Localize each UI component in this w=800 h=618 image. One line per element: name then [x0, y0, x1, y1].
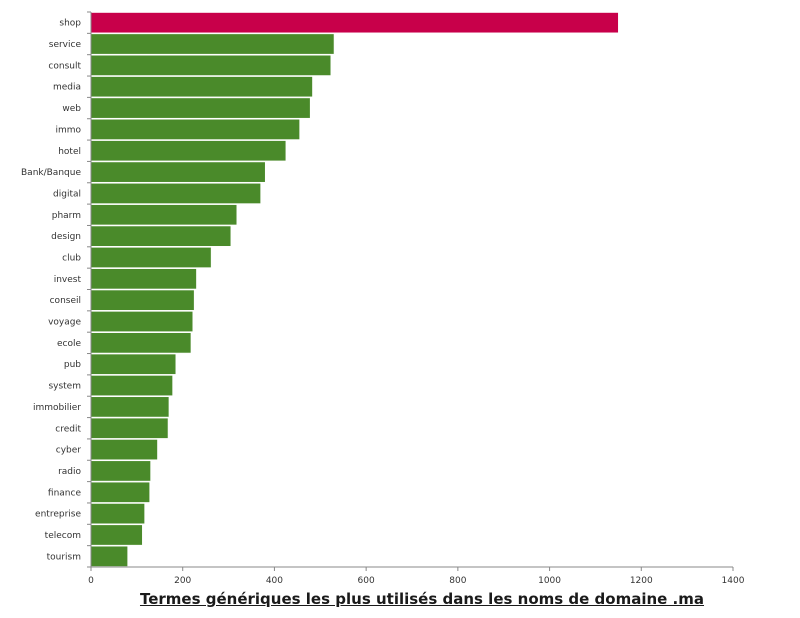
category-label: system — [48, 382, 81, 392]
bar-immo — [90, 118, 300, 140]
category-label: finance — [48, 488, 82, 498]
x-tick-label: 200 — [174, 576, 191, 586]
x-tick-label: 600 — [358, 576, 375, 586]
category-label: shop — [59, 19, 81, 29]
x-tick-label: 400 — [266, 576, 283, 586]
category-label: design — [51, 232, 81, 242]
category-label: ecole — [57, 339, 81, 349]
category-label: credit — [55, 424, 81, 434]
bar-telecom — [90, 524, 143, 546]
bar-pharm — [90, 204, 238, 226]
bar-club — [90, 247, 212, 268]
x-tick-labels: 0 200 400 600 800 1000 1200 1400 — [88, 576, 745, 586]
bar-media — [90, 76, 313, 98]
chart-title: Termes génériques les plus utilisés dans… — [0, 590, 800, 608]
bar-shop — [90, 12, 619, 34]
category-label: pharm — [52, 211, 81, 221]
bar-web — [90, 97, 311, 119]
bar-design — [90, 225, 232, 247]
category-label: immobilier — [33, 403, 81, 413]
bar-entreprise — [90, 503, 145, 525]
bar-hotel — [90, 140, 287, 162]
x-tick-label: 1400 — [722, 576, 745, 586]
category-label: voyage — [48, 318, 81, 328]
bar-bank-banque — [90, 161, 266, 183]
category-labels: shop service consult media web immo hotel Bank/… — [21, 19, 81, 563]
category-label: club — [62, 253, 81, 263]
bar-credit — [90, 417, 169, 439]
bar-consult — [90, 54, 332, 76]
x-tick-label: 1200 — [630, 576, 653, 586]
bar-radio — [90, 460, 151, 482]
category-label: Bank/Banque — [21, 168, 81, 178]
category-label: radio — [58, 467, 81, 477]
category-label: immo — [55, 125, 81, 135]
x-tick-label: 1000 — [538, 576, 561, 586]
category-label: tourism — [47, 552, 81, 562]
bar-system — [90, 375, 173, 397]
category-label: digital — [53, 189, 81, 199]
bar-cyber — [90, 439, 158, 461]
bar-tourism — [90, 545, 128, 567]
bar-conseil — [90, 289, 195, 311]
x-tick-label: 800 — [449, 576, 466, 586]
category-label: web — [62, 104, 81, 114]
category-label: hotel — [58, 147, 81, 157]
category-label: entreprise — [35, 510, 81, 520]
category-label: invest — [54, 275, 82, 285]
axes — [87, 11, 734, 571]
category-label: pub — [64, 360, 81, 370]
bar-ecole — [90, 332, 192, 354]
category-label: telecom — [45, 531, 81, 541]
bar-invest — [90, 268, 197, 290]
bars-group — [90, 12, 619, 567]
category-label: cyber — [56, 446, 82, 456]
chart-title-text: Termes génériques les plus utilisés dans… — [139, 590, 705, 608]
bar-digital — [90, 182, 261, 204]
bar-immobilier — [90, 396, 170, 418]
category-label: conseil — [50, 296, 81, 306]
x-tick-label: 0 — [88, 576, 94, 586]
category-label: consult — [48, 61, 81, 71]
bar-voyage — [90, 311, 194, 332]
category-label: media — [53, 83, 81, 93]
category-label: service — [49, 40, 82, 50]
bar-finance — [90, 481, 150, 503]
bar-pub — [90, 353, 177, 375]
bar-service — [90, 33, 335, 55]
